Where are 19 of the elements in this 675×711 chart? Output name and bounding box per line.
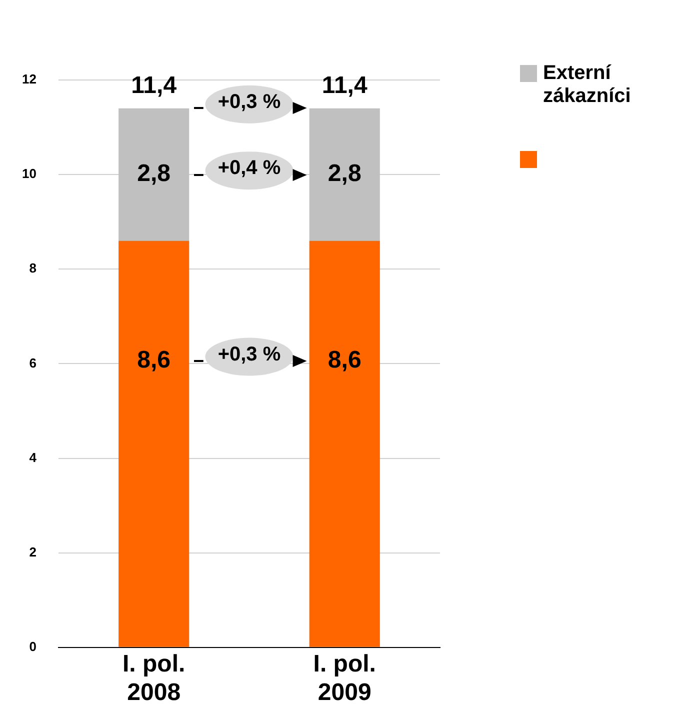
- y-tick-label: 8: [29, 260, 36, 276]
- total-label: 11,4: [322, 72, 368, 99]
- data-label: 2,8: [328, 160, 362, 188]
- x-tick-label: I. pol. 2009: [313, 650, 376, 706]
- annotation: +0,3 %: [218, 90, 281, 113]
- y-tick-label: 0: [29, 638, 36, 654]
- y-tick-label: 12: [22, 72, 36, 87]
- y-tick-label: 10: [22, 166, 36, 182]
- total-label: 11,4: [131, 72, 178, 99]
- x-tick-label: I. pol. 2008: [122, 650, 186, 706]
- y-tick-label: 2: [29, 544, 36, 560]
- annotation: +0,4 %: [218, 157, 281, 180]
- legend-label: Externí zákazníci: [543, 62, 632, 108]
- annotation: +0,3 %: [218, 343, 281, 366]
- y-tick-label: 4: [29, 450, 38, 465]
- data-label: 8,6: [137, 346, 171, 374]
- data-label: 8,6: [328, 346, 362, 374]
- data-label: 2,8: [137, 160, 171, 188]
- y-tick-label: 6: [29, 355, 36, 370]
